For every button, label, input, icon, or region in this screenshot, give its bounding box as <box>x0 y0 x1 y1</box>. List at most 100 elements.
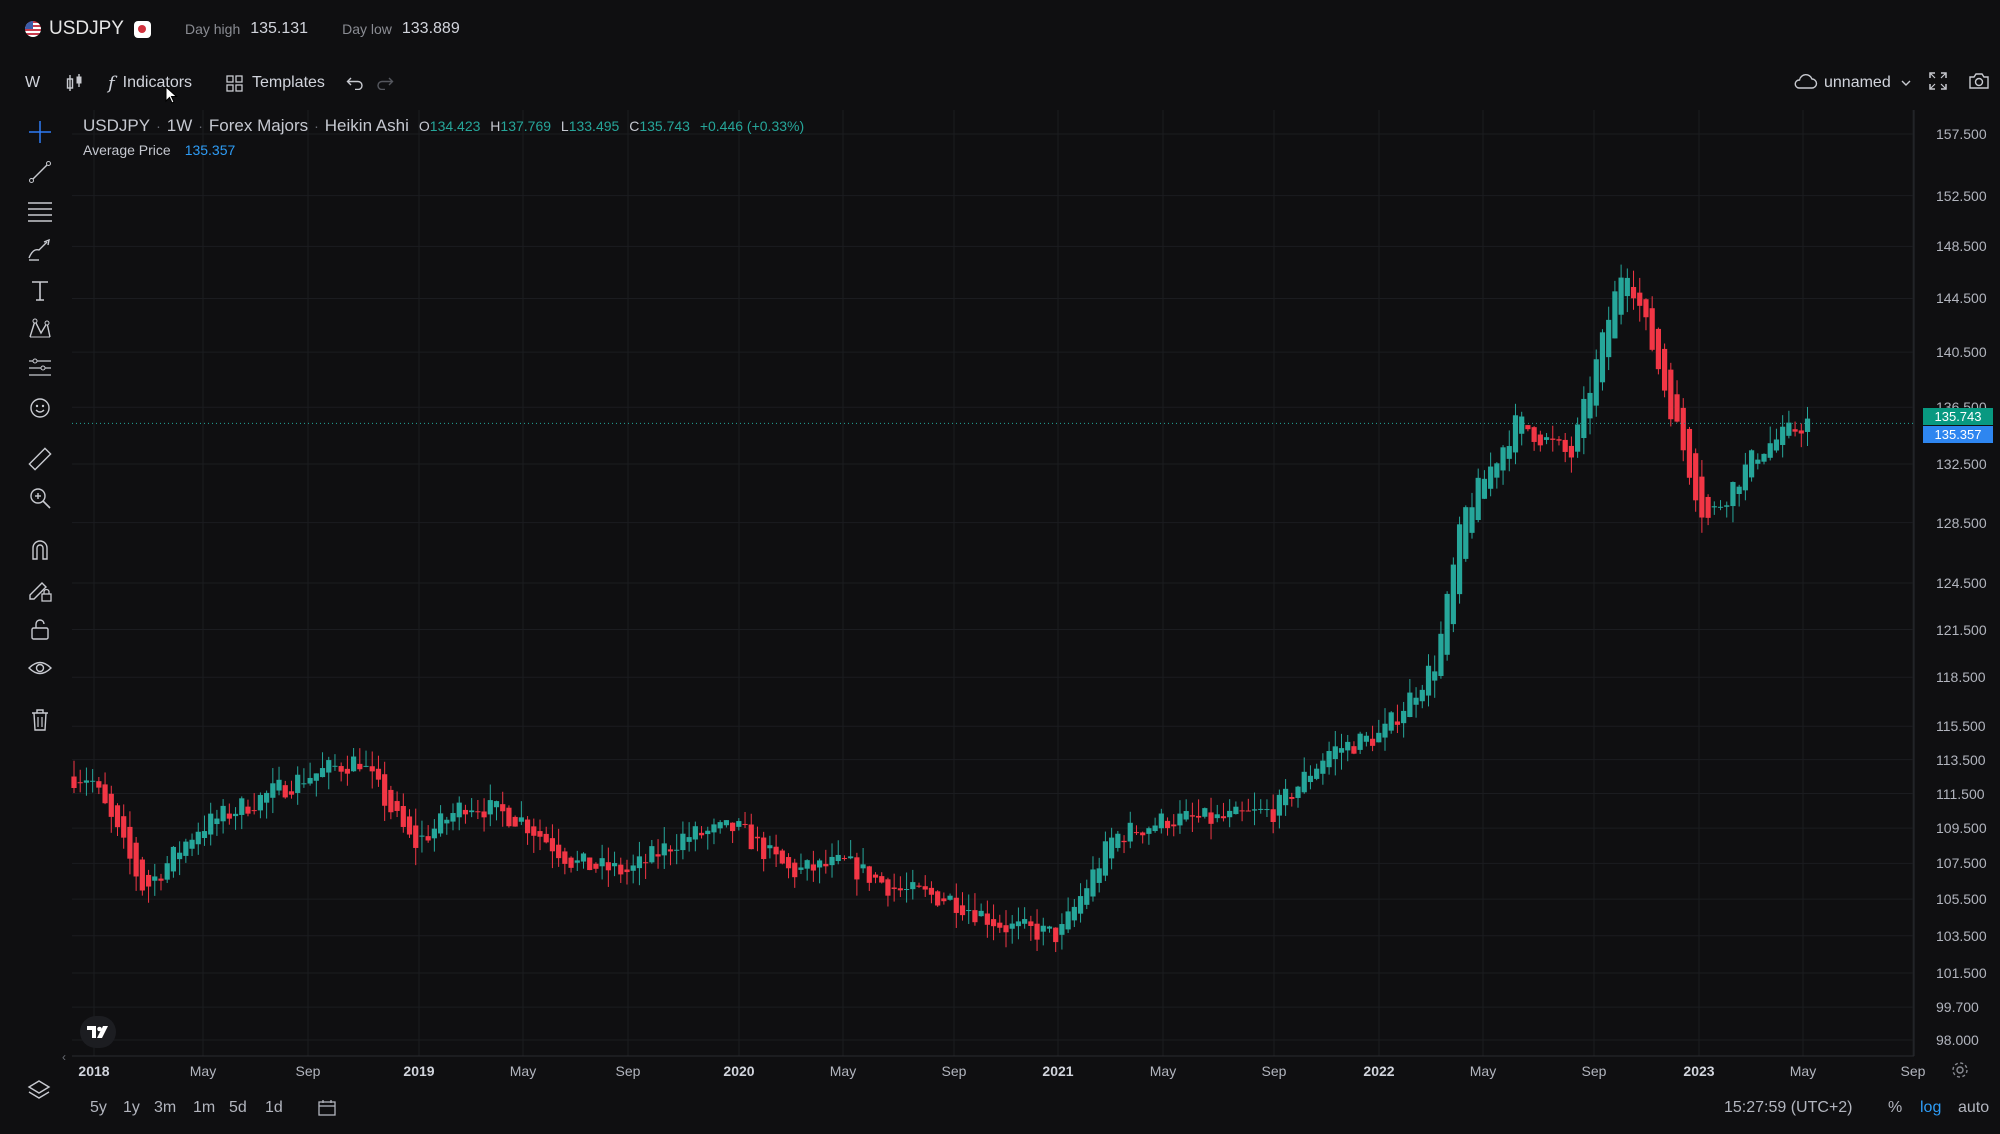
candle-body <box>251 810 257 812</box>
unlock-icon[interactable] <box>26 615 54 643</box>
candle-body <box>1761 453 1767 462</box>
candle-body <box>1742 464 1748 491</box>
candle-body <box>1152 825 1158 832</box>
tradingview-logo[interactable] <box>80 1016 116 1048</box>
candle-body <box>1065 911 1071 930</box>
magnet-icon[interactable] <box>26 536 54 564</box>
legend-symbol[interactable]: USDJPY <box>83 116 151 135</box>
trend-line-tool-icon[interactable] <box>26 158 54 186</box>
time-tick-label: May <box>189 1063 217 1079</box>
crosshair-tool-icon[interactable] <box>26 118 54 146</box>
legend-exchange: Forex Majors <box>208 116 309 135</box>
candle-body <box>1208 812 1214 824</box>
candle-body <box>879 876 885 883</box>
candle-body <box>1550 438 1556 440</box>
ruler-tool-icon[interactable] <box>26 445 54 473</box>
candle-body <box>1270 809 1276 822</box>
candle-body <box>860 864 866 869</box>
candle-body <box>1612 291 1618 339</box>
clock-timezone[interactable]: 15:27:59 (UTC+2) <box>1724 1099 1853 1116</box>
candle-body <box>369 766 375 772</box>
candle-body <box>1637 292 1643 306</box>
candle-body <box>1804 418 1811 432</box>
object-tree-button[interactable] <box>26 1078 52 1109</box>
candle-body <box>891 887 897 890</box>
emoji-tool-icon[interactable] <box>26 394 54 422</box>
price-tick-label: 113.500 <box>1936 751 1986 768</box>
eye-icon[interactable] <box>26 654 54 682</box>
candle-body <box>966 910 972 912</box>
chart-type-button[interactable] <box>66 62 84 104</box>
candle-body <box>655 854 661 857</box>
zoom-in-icon[interactable] <box>26 484 54 512</box>
candle-body <box>1512 415 1519 453</box>
auto-scale-toggle[interactable]: auto <box>1958 1099 1990 1116</box>
candle-body <box>71 776 77 789</box>
candle-body <box>1282 788 1289 806</box>
candle-body <box>1202 808 1208 817</box>
trash-icon[interactable] <box>26 706 54 734</box>
range-3m-button[interactable]: 3m <box>154 1099 177 1116</box>
log-scale-toggle[interactable]: log <box>1920 1099 1942 1116</box>
layout-menu-button[interactable]: unnamed <box>1792 62 1911 104</box>
lock-drawing-pencil-icon[interactable] <box>26 576 54 604</box>
candle-body <box>1357 733 1363 750</box>
average-price-tag: 135.357 <box>1923 426 1993 443</box>
last-price-tag: 135.743 <box>1923 408 1993 425</box>
candle-body <box>667 849 674 852</box>
price-tick-label: 121.500 <box>1936 621 1987 638</box>
candle-body <box>1239 810 1245 812</box>
candle-body <box>543 833 549 843</box>
percent-scale-toggle[interactable]: % <box>1888 1099 1903 1116</box>
candle-body <box>295 774 301 793</box>
redo-button[interactable] <box>376 62 394 104</box>
candle-body <box>512 816 518 827</box>
range-5d-button[interactable]: 5d <box>229 1099 247 1116</box>
candle-body <box>326 760 332 773</box>
undo-button[interactable] <box>346 62 364 104</box>
goto-date-button[interactable] <box>317 1099 337 1119</box>
snapshot-button[interactable] <box>1968 62 1990 104</box>
templates-button[interactable]: Templates <box>226 62 325 104</box>
candle-body <box>456 802 462 818</box>
scroll-left-chevron-icon[interactable]: ‹ <box>62 1050 66 1064</box>
candle-body <box>717 822 723 829</box>
candle-body <box>866 866 872 883</box>
legend-interval[interactable]: 1W <box>166 116 193 135</box>
candle-body <box>997 922 1003 928</box>
interval-button[interactable]: W <box>25 62 40 104</box>
range-1d-button[interactable]: 1d <box>265 1099 283 1116</box>
candle-body <box>698 832 705 836</box>
symbol-name[interactable]: USDJPY <box>49 18 124 39</box>
candle-body <box>1077 896 1084 914</box>
brush-tool-icon[interactable] <box>26 236 54 264</box>
candle-body <box>1730 482 1736 507</box>
forecast-tool-icon[interactable] <box>26 354 54 382</box>
chart-settings-button[interactable] <box>1950 1060 1970 1085</box>
time-tick-label: Sep <box>295 1063 321 1079</box>
candle-body <box>437 813 444 834</box>
indicator-legend[interactable]: Average Price 135.357 <box>83 142 235 158</box>
candle-body <box>1276 794 1282 816</box>
change-value: +0.446 (+0.33%) <box>699 118 805 134</box>
fib-retracement-tool-icon[interactable] <box>26 197 54 225</box>
candle-body <box>1146 828 1152 834</box>
price-tick-label: 107.500 <box>1936 855 1987 872</box>
candle-body <box>319 768 326 778</box>
pattern-tool-icon[interactable] <box>26 315 54 343</box>
candle-body <box>1575 424 1581 452</box>
text-tool-icon[interactable] <box>26 276 54 304</box>
candle-body <box>282 785 288 798</box>
candle-body <box>705 830 711 835</box>
range-1m-button[interactable]: 1m <box>193 1099 216 1116</box>
indicators-button[interactable]: f Indicators <box>108 62 192 104</box>
range-5y-button[interactable]: 5y <box>90 1099 107 1116</box>
candle-body <box>388 789 394 813</box>
fullscreen-button[interactable] <box>1928 62 1948 104</box>
camera-icon <box>1968 72 1990 95</box>
candle-body <box>90 780 96 782</box>
range-1y-button[interactable]: 1y <box>123 1099 140 1116</box>
candle-body <box>587 857 593 871</box>
candle-body <box>469 810 475 813</box>
